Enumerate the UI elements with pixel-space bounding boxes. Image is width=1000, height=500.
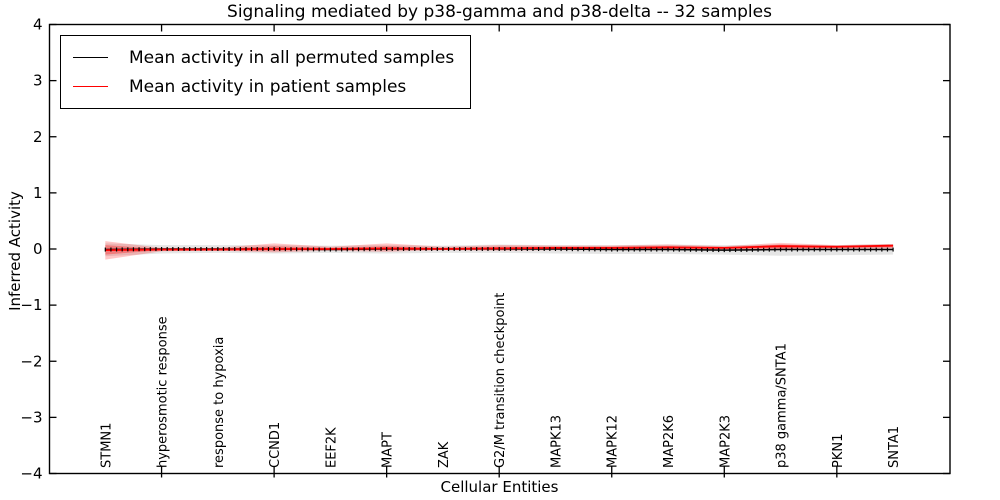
y-tick-label: −3 <box>20 408 42 426</box>
entity-label: PKN1 <box>831 434 846 468</box>
entity-label: response to hypoxia <box>212 337 227 468</box>
y-tick-label: −4 <box>20 465 42 483</box>
y-tick-label: 2 <box>33 128 43 146</box>
entity-label: MAPK12 <box>606 415 621 468</box>
y-tick-label: −1 <box>20 296 42 314</box>
y-tick-labels: 4 3 2 1 0 −1 −2 −3 −4 <box>20 16 42 483</box>
entity-label: MAPK13 <box>549 415 564 468</box>
chart-title: Signaling mediated by p38-gamma and p38-… <box>227 2 772 22</box>
y-tick-label: 3 <box>33 72 43 90</box>
entity-label: MAPT <box>381 432 396 468</box>
entity-label: ZAK <box>437 441 452 468</box>
legend-line-permuted-icon <box>73 57 108 58</box>
y-tick-label: 4 <box>33 16 43 34</box>
entity-label: SNTA1 <box>887 426 902 468</box>
entity-label: EEF2K <box>324 427 339 468</box>
entity-label: STMN1 <box>99 423 114 468</box>
y-tick-label: 1 <box>33 184 43 202</box>
x-tick-labels: STMN1 hyperosmotic response response to hy… <box>99 293 902 468</box>
y-axis-label: Inferred Activity <box>6 191 24 311</box>
entity-label: MAP2K3 <box>718 415 733 468</box>
entity-label: CCND1 <box>268 422 283 468</box>
legend-item-patient: Mean activity in patient samples <box>73 72 454 101</box>
entity-label: p38 gamma/SNTA1 <box>775 343 790 468</box>
x-axis-label: Cellular Entities <box>440 478 559 496</box>
entity-label: G2/M transition checkpoint <box>493 293 508 468</box>
legend-label-permuted: Mean activity in all permuted samples <box>129 47 455 68</box>
y-tick-label: −2 <box>20 352 42 370</box>
legend-label-patient: Mean activity in patient samples <box>129 76 407 97</box>
legend-item-permuted: Mean activity in all permuted samples <box>73 43 454 72</box>
y-tick-label: 0 <box>33 240 43 258</box>
entity-label: MAP2K6 <box>662 415 677 468</box>
axis-ticks <box>49 23 950 478</box>
legend: Mean activity in all permuted samples Me… <box>60 35 472 109</box>
legend-line-patient-icon <box>73 86 108 87</box>
entity-label: hyperosmotic response <box>156 316 171 468</box>
sample-markers <box>104 247 894 253</box>
